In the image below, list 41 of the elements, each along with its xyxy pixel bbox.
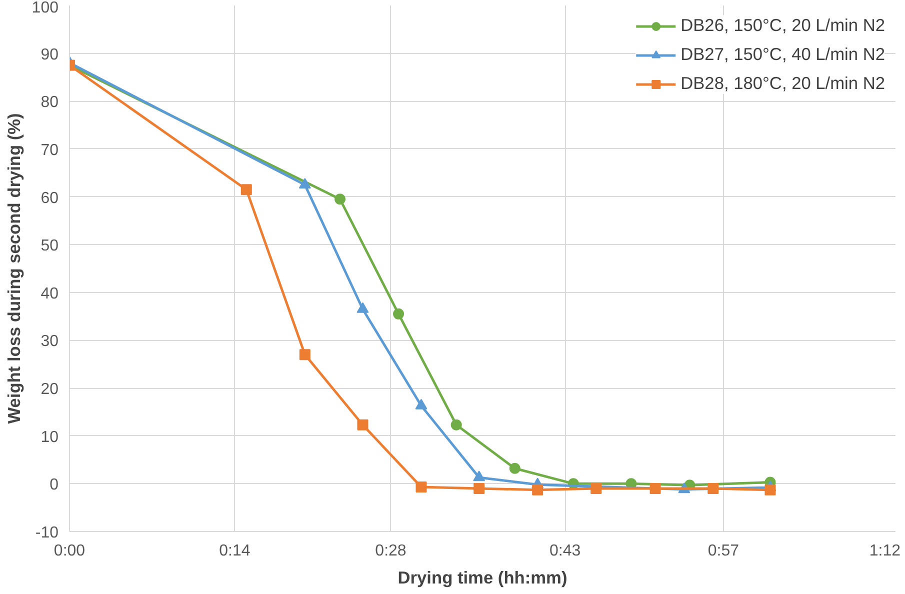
point — [416, 482, 427, 493]
x-tick-label: 0:14 — [219, 542, 250, 560]
point — [509, 462, 520, 474]
point — [474, 482, 485, 494]
point — [590, 482, 602, 494]
x-tick-label: 1:12 — [869, 542, 901, 560]
point — [764, 484, 776, 496]
point — [473, 470, 486, 482]
legend-label: DB27, 150°C, 40 L/min N2 — [680, 44, 885, 65]
point — [334, 194, 346, 205]
point — [299, 349, 310, 360]
y-tick-label: 0 — [50, 476, 59, 494]
x-axis-title: Drying time (hh:mm) — [398, 568, 568, 588]
y-tick-label: 60 — [40, 190, 59, 207]
y-axis-title: Weight loss during second drying (%) — [4, 113, 24, 424]
point — [356, 302, 369, 313]
y-tick-label: 70 — [40, 142, 59, 159]
point — [393, 308, 404, 320]
y-tick-label: -10 — [35, 524, 59, 542]
y-tick-label: 30 — [40, 333, 59, 350]
y-tick-label: 20 — [40, 381, 59, 398]
y-tick-label: 40 — [40, 285, 59, 302]
point — [450, 419, 462, 430]
y-tick-label: 100 — [32, 0, 59, 16]
point — [240, 184, 252, 196]
legend-label: DB28, 180°C, 20 L/min N2 — [680, 73, 885, 94]
y-tick-label: 50 — [40, 238, 59, 255]
point — [708, 482, 719, 494]
x-tick-label: 0:57 — [708, 542, 740, 560]
point — [650, 482, 661, 494]
y-tick-label: 10 — [40, 428, 59, 446]
y-tick-label: 80 — [40, 94, 59, 112]
legend-label: DB26, 150°C, 20 L/min N2 — [680, 15, 885, 36]
point — [357, 419, 368, 430]
point — [298, 178, 311, 188]
x-tick-label: 0:00 — [54, 542, 86, 560]
point — [415, 398, 428, 410]
x-tick-label: 0:28 — [375, 542, 406, 560]
y-tick-label: 90 — [40, 46, 59, 64]
x-tick-label: 0:43 — [550, 542, 581, 560]
point — [532, 484, 544, 496]
